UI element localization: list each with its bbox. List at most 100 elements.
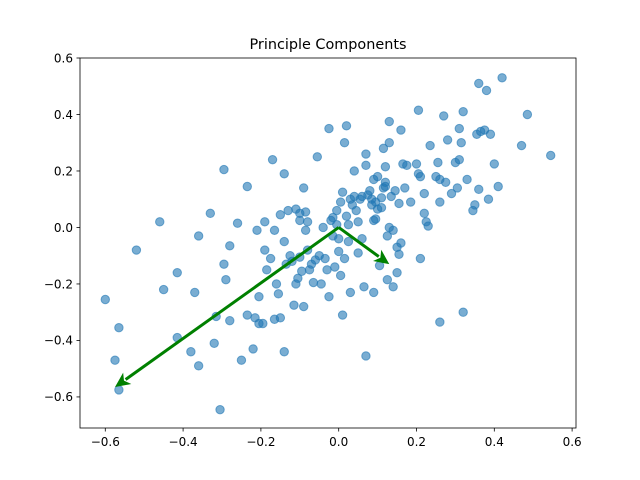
x-tick-label: 0.0	[329, 435, 348, 449]
data-point	[392, 267, 402, 278]
chart-title: Principle Components	[250, 37, 407, 53]
y-tick-label: −0.2	[44, 277, 73, 291]
data-point	[236, 355, 247, 365]
data-point	[345, 287, 356, 298]
data-point	[275, 210, 286, 220]
data-point	[378, 143, 389, 154]
data-point	[221, 275, 231, 285]
y-tick-label: −0.6	[44, 390, 73, 404]
data-point	[298, 183, 309, 193]
data-point	[209, 338, 219, 348]
data-point	[265, 253, 276, 264]
data-point	[359, 282, 369, 292]
data-point	[411, 159, 422, 169]
data-point	[335, 270, 346, 281]
data-point	[320, 253, 330, 264]
data-point	[516, 140, 527, 151]
data-point	[384, 138, 394, 148]
data-point	[361, 149, 371, 159]
data-point	[440, 177, 451, 187]
arrows-layer	[115, 226, 390, 388]
data-point	[474, 184, 484, 195]
data-point	[254, 291, 264, 302]
data-point	[452, 183, 463, 193]
data-point	[225, 315, 235, 326]
data-point	[343, 219, 354, 230]
data-point	[396, 238, 406, 248]
data-point	[297, 266, 307, 276]
component-arrow-2	[337, 226, 390, 265]
data-point	[435, 197, 445, 207]
data-point	[462, 174, 472, 185]
data-point	[419, 208, 429, 219]
y-tick-label: −0.4	[44, 334, 73, 348]
data-point	[219, 259, 229, 269]
data-point	[300, 207, 311, 217]
data-point	[279, 347, 289, 357]
data-point	[435, 317, 445, 327]
x-tick-label: −0.4	[169, 435, 198, 449]
arrow-shaft	[124, 226, 340, 381]
data-point	[225, 241, 235, 251]
data-point	[100, 294, 110, 305]
y-tick-label: 0.4	[54, 108, 73, 122]
data-point	[341, 211, 352, 221]
data-point	[215, 404, 225, 415]
data-point	[332, 205, 342, 216]
data-point	[489, 159, 500, 169]
data-point	[376, 193, 387, 203]
data-point	[324, 291, 334, 302]
data-point	[334, 246, 344, 257]
data-point	[458, 307, 468, 317]
data-point	[260, 245, 270, 255]
arrow-head	[373, 249, 390, 265]
data-point	[442, 135, 453, 145]
y-axis: −0.6 −0.4 −0.2 0.0 0.2 0.4 0.6	[44, 51, 80, 404]
data-point	[425, 140, 435, 151]
data-point	[470, 200, 480, 210]
data-point	[298, 301, 309, 312]
x-tick-label: 0.4	[485, 435, 504, 449]
data-point	[341, 121, 352, 131]
data-point	[312, 152, 322, 162]
data-point	[339, 253, 350, 264]
data-point	[456, 138, 466, 148]
data-point	[372, 171, 383, 182]
data-point	[186, 347, 196, 357]
data-point	[396, 125, 406, 135]
data-point	[248, 344, 258, 354]
data-point	[474, 78, 484, 89]
data-point	[402, 160, 412, 171]
data-point	[295, 215, 305, 226]
data-point	[382, 275, 393, 285]
data-point	[193, 231, 204, 241]
data-point	[339, 138, 350, 148]
data-point	[219, 164, 229, 175]
x-tick-label: −0.2	[246, 435, 275, 449]
data-point	[275, 313, 286, 323]
x-axis: −0.6 −0.4 −0.2 0.0 0.2 0.4 0.6	[91, 428, 582, 449]
data-point	[289, 300, 299, 310]
data-point	[390, 186, 400, 196]
data-point	[328, 212, 338, 223]
data-point	[400, 183, 410, 193]
data-point	[433, 157, 443, 168]
data-point	[380, 162, 391, 172]
data-point	[388, 282, 398, 292]
data-point	[193, 361, 204, 371]
data-point	[260, 217, 270, 227]
data-point	[394, 249, 404, 260]
data-point	[258, 318, 268, 329]
data-point	[252, 225, 262, 235]
data-point	[337, 187, 348, 197]
data-point	[324, 123, 334, 134]
data-point	[423, 221, 433, 231]
data-point	[384, 116, 394, 127]
data-point	[439, 111, 449, 121]
data-point	[415, 253, 426, 264]
data-point	[110, 355, 120, 365]
data-point	[279, 236, 289, 247]
x-tick-label: −0.6	[91, 435, 120, 449]
data-point	[361, 160, 371, 171]
